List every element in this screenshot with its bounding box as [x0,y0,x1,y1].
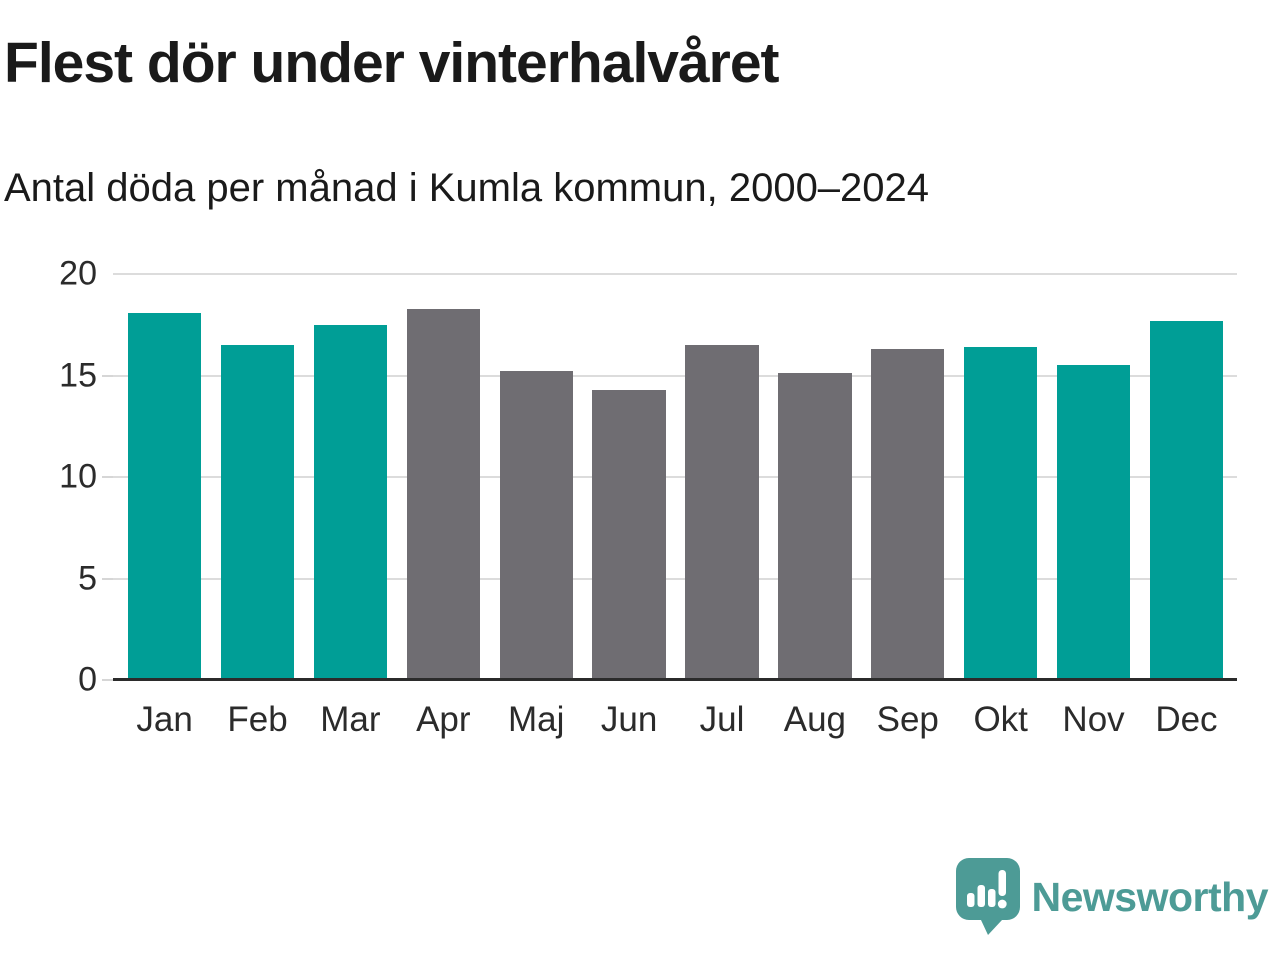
plot-area [102,273,1237,681]
x-axis-label-jul: Jul [699,700,745,739]
y-axis-label-10: 10 [59,457,97,496]
gridline-15 [113,374,1237,377]
y-axis-label-20: 20 [59,254,97,293]
gridline-5 [113,577,1237,580]
y-tick-5 [102,577,113,580]
bar-dec [1149,320,1224,680]
bar-maj [499,371,573,680]
bar-jul [685,345,759,680]
x-axis-label-maj: Maj [508,700,565,739]
newsworthy-logo-icon [955,858,1020,935]
y-tick-0 [102,679,113,681]
x-axis-label-feb: Feb [227,700,288,739]
bar-series [128,274,1224,680]
gridline-20 [113,273,1237,275]
bar-jan [128,312,202,680]
x-axis-label-jun: Jun [600,700,658,739]
x-axis-label-okt: Okt [973,700,1028,739]
bar-sep [871,349,945,680]
bar-apr [406,308,480,680]
chart-subtitle: Antal döda per månad i Kumla kommun, 200… [4,166,930,210]
x-axis-label-jan: Jan [136,700,193,739]
x-axis-label-apr: Apr [416,700,471,739]
x-axis-label-aug: Aug [783,700,847,739]
y-tick-15 [102,374,113,377]
bar-feb [220,345,295,680]
brand-name: Newsworthy [1031,873,1269,920]
y-axis-labels: 0 5 10 15 20 [0,0,97,960]
x-axis-line [113,678,1237,681]
y-axis-label-5: 5 [78,559,97,597]
chart-title: Flest dör under vinterhalvåret [4,31,780,95]
gridline-10 [113,476,1237,478]
bar-nov [1056,365,1131,680]
brand-lockup: Newsworthy [955,858,1269,936]
y-axis-label-15: 15 [59,356,97,394]
y-axis-label-0: 0 [78,660,97,699]
x-axis-label-dec: Dec [1155,700,1218,739]
x-axis-label-mar: Mar [320,700,381,739]
x-axis-label-nov: Nov [1062,700,1125,739]
bar-mar [313,324,388,680]
bar-aug [778,373,852,680]
y-tick-10 [102,476,113,478]
x-axis-labels: Jan Feb Mar Apr Maj Jun Jul Aug Sep Okt Nov Dec [128,700,1223,740]
bar-jun [592,389,666,680]
bar-okt [964,347,1038,680]
x-axis-label-sep: Sep [876,700,939,739]
